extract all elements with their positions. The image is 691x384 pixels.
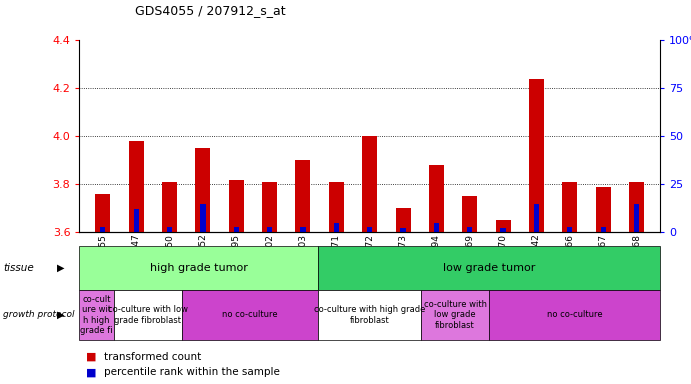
Text: low grade tumor: low grade tumor bbox=[443, 263, 536, 273]
Text: no co-culture: no co-culture bbox=[223, 310, 278, 319]
Bar bbox=[334, 223, 339, 232]
Bar bbox=[367, 227, 372, 232]
Bar bbox=[362, 136, 377, 232]
Bar bbox=[629, 182, 644, 232]
Text: co-cult
ure wit
h high
grade fi: co-cult ure wit h high grade fi bbox=[80, 295, 113, 335]
Text: percentile rank within the sample: percentile rank within the sample bbox=[104, 367, 280, 377]
Bar bbox=[395, 209, 410, 232]
Text: GDS4055 / 207912_s_at: GDS4055 / 207912_s_at bbox=[135, 4, 285, 17]
Bar bbox=[567, 227, 572, 232]
Bar bbox=[534, 204, 539, 232]
Text: co-culture with low
grade fibroblast: co-culture with low grade fibroblast bbox=[108, 305, 188, 324]
Bar bbox=[462, 196, 477, 232]
Bar bbox=[296, 161, 310, 232]
Bar bbox=[467, 227, 473, 232]
Bar bbox=[262, 182, 277, 232]
Text: ■: ■ bbox=[86, 367, 97, 377]
Bar bbox=[600, 227, 606, 232]
Bar bbox=[500, 228, 506, 232]
Bar bbox=[196, 148, 210, 232]
Bar bbox=[267, 227, 272, 232]
Text: ▶: ▶ bbox=[57, 263, 65, 273]
Text: co-culture with
low grade
fibroblast: co-culture with low grade fibroblast bbox=[424, 300, 486, 330]
Bar bbox=[434, 223, 439, 232]
Bar bbox=[329, 182, 344, 232]
Text: high grade tumor: high grade tumor bbox=[150, 263, 248, 273]
Bar bbox=[301, 227, 305, 232]
Bar bbox=[167, 227, 172, 232]
Bar bbox=[234, 227, 239, 232]
Text: growth protocol: growth protocol bbox=[3, 310, 75, 319]
Bar bbox=[634, 204, 639, 232]
Bar bbox=[596, 187, 611, 232]
Bar bbox=[100, 227, 106, 232]
Text: tissue: tissue bbox=[3, 263, 35, 273]
Bar bbox=[562, 182, 578, 232]
Bar bbox=[400, 228, 406, 232]
Bar bbox=[495, 220, 511, 232]
Text: ▶: ▶ bbox=[57, 310, 65, 320]
Text: ■: ■ bbox=[86, 352, 97, 362]
Bar bbox=[162, 182, 177, 232]
Text: transformed count: transformed count bbox=[104, 352, 201, 362]
Bar bbox=[229, 180, 244, 232]
Bar bbox=[133, 209, 139, 232]
Bar bbox=[529, 79, 544, 232]
Text: no co-culture: no co-culture bbox=[547, 310, 603, 319]
Bar bbox=[200, 204, 205, 232]
Bar bbox=[429, 165, 444, 232]
Bar bbox=[95, 194, 111, 232]
Bar bbox=[129, 141, 144, 232]
Text: co-culture with high grade
fibroblast: co-culture with high grade fibroblast bbox=[314, 305, 426, 324]
